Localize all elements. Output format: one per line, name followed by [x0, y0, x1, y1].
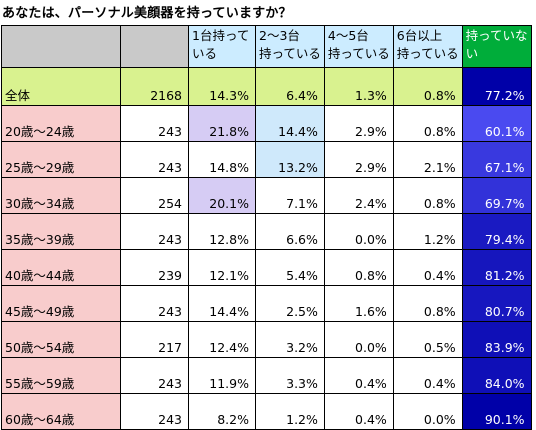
cell-col-2: 3.2% — [255, 321, 325, 358]
cell-col-4: 1.2% — [392, 213, 463, 250]
cell-col-5: 84.0% — [461, 357, 532, 394]
table-row: 25歳～29歳 243 14.8% 13.2% 2.9% 2.1% 67.1% — [1, 141, 532, 178]
row-sample-size: 243 — [120, 213, 189, 250]
cell-col-1: 12.1% — [188, 249, 256, 286]
cell-col-5: 81.2% — [461, 249, 532, 286]
header-col-3-line2: 持っている — [327, 46, 390, 61]
cell-col-3: 0.0% — [323, 213, 394, 250]
cell-col-4: 0.8% — [392, 285, 463, 322]
cell-col-1: 12.8% — [188, 213, 256, 250]
cell-col-5: 80.7% — [461, 285, 532, 322]
cell-col-1: 12.4% — [188, 321, 256, 358]
cell-col-5: 60.1% — [461, 105, 532, 142]
cell-col-5: 83.9% — [461, 321, 532, 358]
table-row: 55歳～59歳 243 11.9% 3.3% 0.4% 0.4% 84.0% — [1, 357, 532, 394]
cell-col-2: 14.4% — [255, 105, 325, 142]
table-row: 35歳～39歳 243 12.8% 6.6% 0.0% 1.2% 79.4% — [1, 213, 532, 250]
row-label: 50歳～54歳 — [1, 321, 121, 358]
cell-col-5: 69.7% — [461, 177, 532, 214]
header-col-5: 持っていな い — [461, 25, 532, 68]
table-body: 1台持って いる 2～3台 持っている 4～5台 持っている 6台以上 持ってい… — [1, 25, 532, 430]
header-col-5-line1: 持っていな — [465, 28, 528, 43]
header-col-5-line2: い — [465, 46, 479, 61]
header-col-3-line1: 4～5台 — [327, 28, 369, 43]
cell-col-2: 6.6% — [255, 213, 325, 250]
header-col-2: 2～3台 持っている — [255, 25, 325, 68]
header-row: 1台持って いる 2～3台 持っている 4～5台 持っている 6台以上 持ってい… — [1, 25, 532, 68]
survey-table: 1台持って いる 2～3台 持っている 4～5台 持っている 6台以上 持ってい… — [1, 25, 532, 430]
table-row: 45歳～49歳 243 14.4% 2.5% 1.6% 0.8% 80.7% — [1, 285, 532, 322]
row-sample-size: 243 — [120, 285, 189, 322]
header-col-1-line1: 1台持って — [192, 28, 250, 43]
cell-col-1: 21.8% — [188, 105, 256, 142]
header-col-2-line2: 持っている — [259, 46, 321, 61]
cell-col-3: 2.9% — [323, 141, 394, 178]
cell-col-4: 0.8% — [392, 105, 463, 142]
header-col-4-line2: 持っている — [396, 46, 459, 61]
row-label: 35歳～39歳 — [1, 213, 121, 250]
page-title: あなたは、パーソナル美顔器を持っていますか？ — [2, 6, 292, 21]
row-sample-size: 254 — [120, 177, 189, 214]
cell-col-2: 2.5% — [255, 285, 325, 322]
total-row: 全体 2168 14.3% 6.4% 1.3% 0.8% 77.2% — [1, 67, 532, 106]
cell-col-3: 2.4% — [323, 177, 394, 214]
cell-col-2: 7.1% — [255, 177, 325, 214]
cell-col-3: 2.9% — [323, 105, 394, 142]
cell-col-2: 13.2% — [255, 141, 325, 178]
row-sample-size: 2168 — [120, 67, 189, 106]
row-sample-size: 243 — [120, 141, 189, 178]
cell-col-3: 0.4% — [323, 357, 394, 394]
row-label: 40歳～44歳 — [1, 249, 121, 286]
cell-col-2: 5.4% — [255, 249, 325, 286]
header-col-2-line1: 2～3台 — [259, 28, 300, 43]
header-col-1-line2: いる — [192, 46, 218, 61]
cell-col-5: 79.4% — [461, 213, 532, 250]
row-sample-size: 217 — [120, 321, 189, 358]
cell-col-2: 3.3% — [255, 357, 325, 394]
table-row: 50歳～54歳 217 12.4% 3.2% 0.0% 0.5% 83.9% — [1, 321, 532, 358]
cell-col-4: 0.4% — [392, 357, 463, 394]
table-row: 20歳～24歳 243 21.8% 14.4% 2.9% 0.8% 60.1% — [1, 105, 532, 142]
cell-col-3: 0.0% — [323, 321, 394, 358]
header-corner-n — [120, 25, 189, 68]
cell-col-5: 77.2% — [461, 67, 532, 106]
cell-col-1: 14.3% — [188, 67, 256, 106]
row-label: 55歳～59歳 — [1, 357, 121, 394]
cell-col-1: 20.1% — [188, 177, 256, 214]
row-label: 25歳～29歳 — [1, 141, 121, 178]
header-col-3: 4～5台 持っている — [323, 25, 394, 68]
cell-col-1: 11.9% — [188, 357, 256, 394]
header-corner-label — [1, 25, 121, 68]
header-col-1: 1台持って いる — [188, 25, 256, 68]
table-row: 30歳～34歳 254 20.1% 7.1% 2.4% 0.8% 69.7% — [1, 177, 532, 214]
row-label: 30歳～34歳 — [1, 177, 121, 214]
cell-col-4: 0.5% — [392, 321, 463, 358]
row-sample-size: 243 — [120, 357, 189, 394]
cell-col-4: 0.8% — [392, 177, 463, 214]
row-label: 20歳～24歳 — [1, 105, 121, 142]
cell-col-4: 2.1% — [392, 141, 463, 178]
table-row: 40歳～44歳 239 12.1% 5.4% 0.8% 0.4% 81.2% — [1, 249, 532, 286]
header-col-4: 6台以上 持っている — [392, 25, 463, 68]
cell-col-1: 14.4% — [188, 285, 256, 322]
cell-col-4: 0.8% — [392, 67, 463, 106]
cell-col-3: 1.6% — [323, 285, 394, 322]
cell-col-3: 0.8% — [323, 249, 394, 286]
row-sample-size: 239 — [120, 249, 189, 286]
header-col-4-line1: 6台以上 — [396, 28, 443, 43]
cell-col-2: 6.4% — [255, 67, 325, 106]
cell-col-5: 67.1% — [461, 141, 532, 178]
cell-col-4: 0.4% — [392, 249, 463, 286]
row-label: 45歳～49歳 — [1, 285, 121, 322]
row-label: 全体 — [1, 67, 121, 106]
cell-col-1: 14.8% — [188, 141, 256, 178]
cell-col-3: 1.3% — [323, 67, 394, 106]
row-sample-size: 243 — [120, 105, 189, 142]
